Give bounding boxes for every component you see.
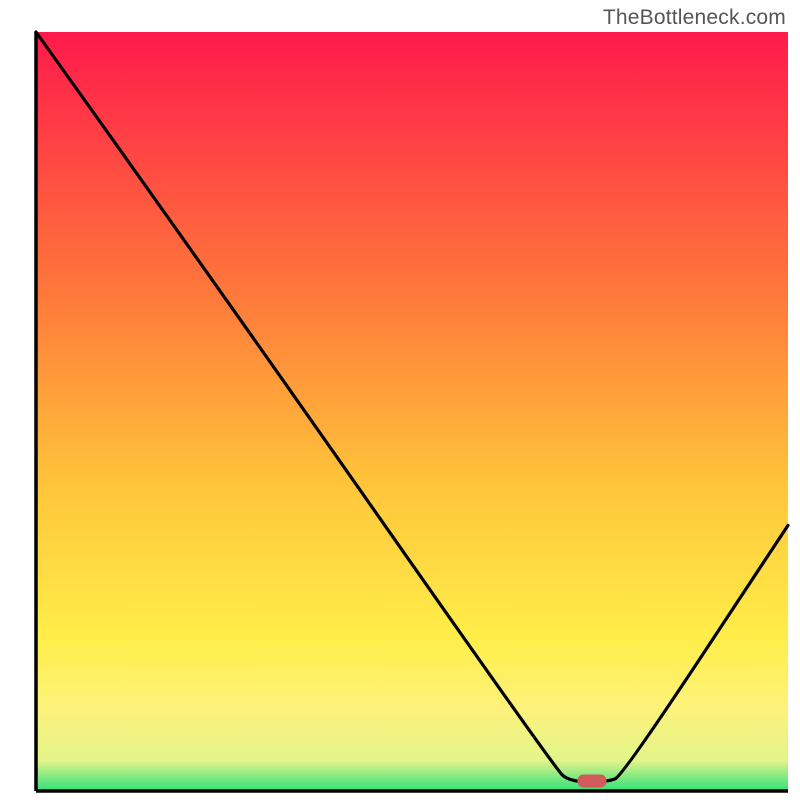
- bottleneck-curve: [0, 0, 800, 800]
- optimal-marker: [578, 775, 607, 788]
- watermark-text: TheBottleneck.com: [603, 6, 786, 30]
- bottleneck-curve-path: [36, 32, 788, 782]
